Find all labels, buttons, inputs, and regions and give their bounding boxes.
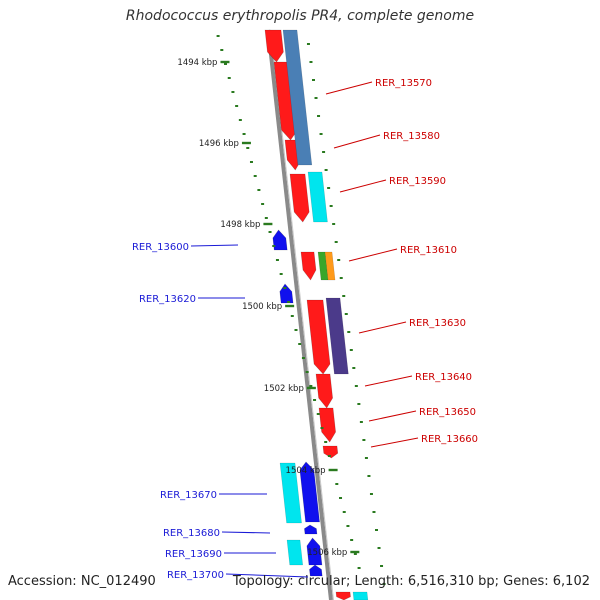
- kbp-label: 1496 kbp: [199, 139, 239, 149]
- leader-line: [339, 179, 387, 193]
- gene-label-right: RER_13640: [415, 372, 472, 383]
- leader-line: [358, 321, 407, 334]
- topology-value: circular: [297, 574, 346, 589]
- feature-orange: [324, 251, 336, 281]
- kbp-label: 1500 kbp: [242, 302, 282, 312]
- length-label: Length:: [354, 574, 404, 589]
- reverse-gene-f: [309, 564, 323, 577]
- gene-label-left: RER_13620: [139, 294, 196, 305]
- kbp-label: 1506 kbp: [307, 548, 347, 558]
- gene-label-right: RER_13570: [375, 78, 432, 89]
- leader-line: [190, 244, 239, 247]
- gene-label-right: RER_13630: [409, 318, 466, 329]
- leader-line: [333, 134, 381, 149]
- reverse-gene-d: [304, 524, 318, 535]
- forward-gene-g: [315, 373, 333, 409]
- feature-cyan-c: [279, 462, 302, 524]
- accession-info: Accession: NC_012490: [8, 574, 156, 589]
- forward-gene-h: [318, 407, 336, 443]
- leader-line: [370, 437, 419, 448]
- leader-line: [225, 573, 309, 578]
- length-value: 6,516,310 bp: [407, 574, 495, 589]
- forward-gene-j: [335, 591, 351, 600]
- forward-gene-i: [322, 445, 339, 459]
- reverse-gene-a: [272, 229, 288, 251]
- genes-label: Genes:: [503, 574, 549, 589]
- gene-label-right: RER_13580: [383, 131, 440, 142]
- gene-features: [264, 29, 369, 600]
- accession-label: Accession:: [8, 574, 77, 589]
- gene-label-left: RER_13690: [165, 549, 222, 560]
- feature-purple: [325, 297, 349, 375]
- reverse-gene-b: [279, 283, 294, 304]
- gene-label-left: RER_13680: [163, 528, 220, 539]
- gene-label-right: RER_13610: [400, 245, 457, 256]
- gene-label-left: RER_13670: [160, 490, 217, 501]
- leader-line: [325, 81, 373, 95]
- genome-stats: Topology: circular; Length: 6,516,310 bp…: [232, 574, 590, 589]
- label-leaders: [190, 81, 419, 578]
- feature-cyan-a: [307, 171, 328, 223]
- gene-labels: RER_13600 RER_13620 RER_13670 RER_13680 RER_…: [132, 78, 478, 581]
- forward-gene-e: [300, 251, 317, 281]
- accession-value: NC_012490: [80, 574, 156, 589]
- genes-value: 6,102: [552, 574, 590, 589]
- leader-line: [221, 531, 271, 534]
- forward-gene-d: [289, 173, 310, 223]
- gene-label-right: RER_13660: [421, 434, 478, 445]
- kbp-label: 1498 kbp: [220, 220, 260, 230]
- reverse-gene-e: [306, 537, 323, 566]
- forward-gene-f: [306, 299, 331, 375]
- kbp-label: 1504 kbp: [286, 466, 326, 476]
- feature-steel-blue: [282, 29, 313, 166]
- kbp-label: 1494 kbp: [177, 58, 217, 68]
- map-title: Rhodococcus erythropolis PR4, complete g…: [125, 8, 475, 24]
- backbone-line: [266, 29, 333, 600]
- leader-line: [364, 375, 413, 387]
- topology-label: Topology:: [232, 574, 294, 589]
- kbp-ticks: 1494 kbp 1496 kbp 1498 kbp 1500 kbp 1502 kbp…: [177, 35, 386, 585]
- feature-cyan-d: [286, 539, 304, 566]
- gene-label-right: RER_13590: [389, 176, 446, 187]
- reverse-gene-c: [299, 461, 320, 523]
- kbp-label: 1502 kbp: [264, 384, 304, 394]
- gene-label-right: RER_13650: [419, 407, 476, 418]
- forward-gene-a: [264, 29, 284, 63]
- feature-cyan-b: [352, 591, 369, 600]
- leader-line: [348, 248, 398, 262]
- leader-line: [368, 410, 417, 422]
- gene-label-left: RER_13700: [167, 570, 224, 581]
- gene-label-left: RER_13600: [132, 242, 189, 253]
